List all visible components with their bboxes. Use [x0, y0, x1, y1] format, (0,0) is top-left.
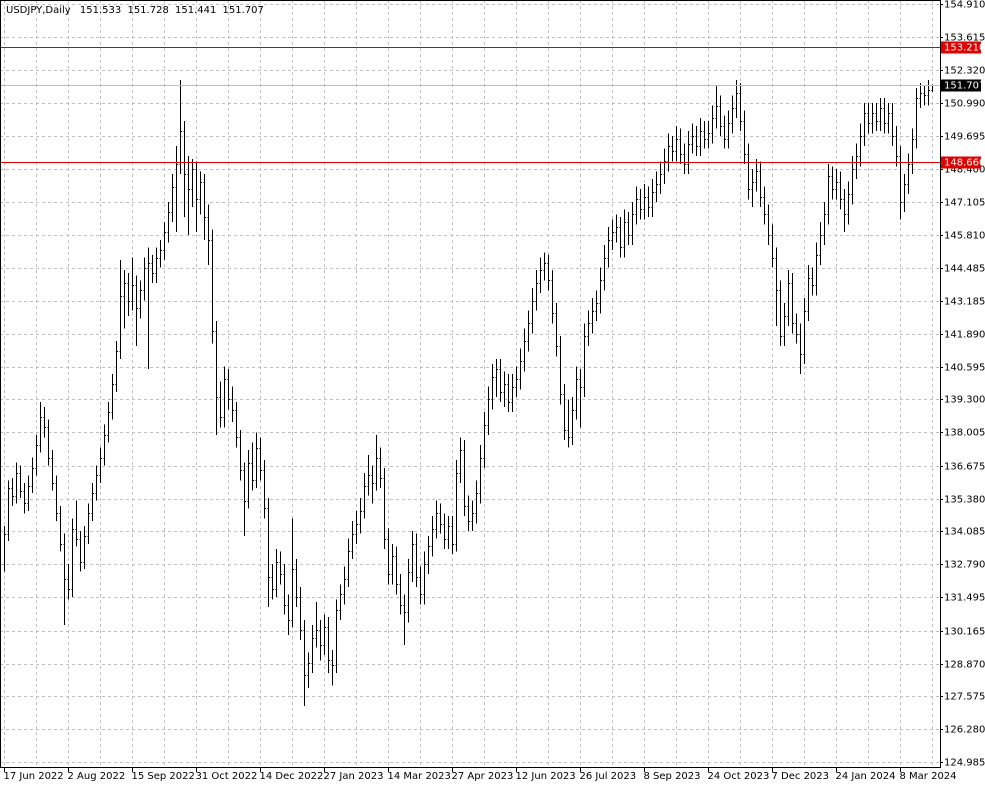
axes: 154.910 153.615 152.320 150.990 149.695 148.4…: [4, 0, 985, 782]
y-tick-label: 136.675: [944, 462, 985, 473]
y-tick-label: 149.695: [944, 132, 985, 143]
x-tick-label: 14 Mar 2023: [388, 771, 451, 782]
x-tick-label: 14 Dec 2022: [260, 771, 324, 782]
x-tick-label: 24 Oct 2023: [708, 771, 770, 782]
y-tick-label: 134.085: [944, 527, 985, 538]
y-tick-label: 132.790: [944, 560, 985, 571]
y-tick-label: 138.005: [944, 428, 985, 439]
y-tick-label: 135.380: [944, 495, 985, 506]
level-tag: [941, 156, 981, 169]
y-tick-label: 131.495: [944, 593, 985, 604]
x-tick-label: 2 Aug 2022: [68, 771, 126, 782]
y-tick-label: 139.300: [944, 395, 985, 406]
y-tick-label: 124.985: [944, 758, 985, 769]
x-tick-label: 31 Oct 2022: [196, 771, 258, 782]
chart-title: USDJPY,Daily: [6, 5, 71, 16]
x-tick-label: 17 Jun 2022: [4, 771, 64, 782]
y-tick-label: 127.575: [944, 692, 985, 703]
close-value: 151.707: [223, 5, 264, 16]
x-tick-label: 8 Sep 2023: [644, 771, 701, 782]
x-tick-label: 24 Jan 2024: [836, 771, 896, 782]
x-tick-label: 26 Jul 2023: [580, 771, 637, 782]
high-value: 151.728: [127, 5, 168, 16]
price-tag: [941, 79, 981, 92]
level-tag-label: 153.210: [944, 43, 985, 54]
x-tick-label: 27 Apr 2023: [452, 771, 514, 782]
y-tick-label: 154.910: [944, 0, 985, 11]
y-tick-label: 140.595: [944, 363, 985, 374]
plot-frame: [0, 0, 941, 768]
level-tag-label: 148.660: [944, 158, 985, 169]
overlays: [0, 47, 940, 163]
open-value: 151.533: [80, 5, 121, 16]
y-tick-label: 141.890: [944, 330, 985, 341]
chart-header: USDJPY,Daily 151.533 151.728 151.441 151…: [6, 5, 264, 16]
level-tag: [941, 41, 981, 54]
y-tick-label: 128.870: [944, 660, 985, 671]
y-tick-label: 153.615: [944, 33, 985, 44]
y-tick-label: 144.485: [944, 264, 985, 275]
y-tick-label: 147.105: [944, 198, 985, 209]
x-tick-label: 8 Mar 2024: [900, 771, 957, 782]
x-tick-label: 7 Dec 2023: [772, 771, 830, 782]
y-tick-label: 130.165: [944, 627, 985, 638]
y-tick-label: 126.280: [944, 725, 985, 736]
price-tag-label: 151.707: [944, 81, 985, 92]
x-tick-label: 12 Jun 2023: [516, 771, 576, 782]
y-tick-label: 150.990: [944, 99, 985, 110]
bars: [3, 80, 934, 706]
low-value: 151.441: [175, 5, 216, 16]
grid: [0, 0, 940, 767]
y-tick-label: 145.810: [944, 231, 985, 242]
y-tick-label: 143.185: [944, 297, 985, 308]
x-tick-label: 27 Jan 2023: [324, 771, 384, 782]
x-tick-label: 15 Sep 2022: [132, 771, 195, 782]
y-tick-label: 152.320: [944, 66, 985, 77]
y-tick-label: 148.400: [944, 165, 985, 176]
